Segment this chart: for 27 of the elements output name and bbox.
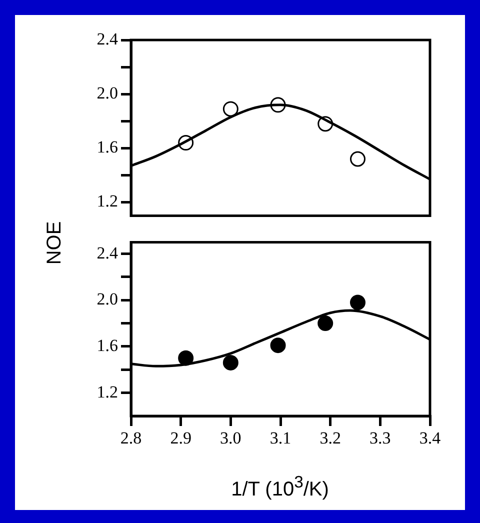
point [178,135,194,151]
x-tick-label: 3.4 [419,428,442,448]
y-tick-label: 1.2 [96,192,118,211]
point [270,97,286,113]
y-tick-label: 2.4 [96,29,118,48]
point [222,101,238,117]
y-axis-title: NOE [44,221,66,265]
point [350,151,366,167]
point [318,316,334,332]
point [270,338,286,354]
x-tick-label: 3.0 [220,428,242,448]
y-tick-label: 1.6 [96,138,118,157]
x-tick-label: 2.8 [120,428,142,448]
x-tick-label: 2.9 [170,428,192,448]
x-tick-label: 3.2 [320,428,341,448]
y-tick-label: 1.6 [96,336,118,355]
y-tick-label: 2.4 [96,243,118,262]
x-axis-title: 1/T (10$^{3}$/K) [231,472,329,502]
point [350,294,366,310]
y-tick-label: 2.0 [96,84,118,103]
point [222,354,238,370]
y-tick-label: 2.0 [96,290,118,309]
point [318,116,334,132]
point [178,350,194,366]
y-tick-label: 1.2 [96,382,118,402]
x-tick-label: 3.1 [270,428,292,448]
x-tick-label: 3.3 [370,428,391,448]
